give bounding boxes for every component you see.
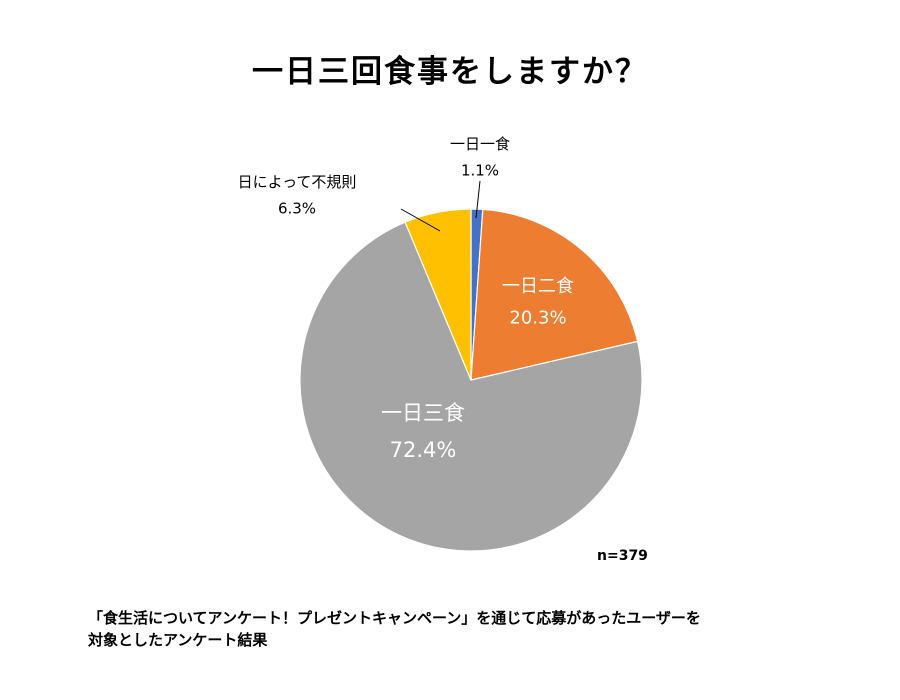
slice-name-slice-4: 日によって不規則 [238,173,357,191]
slice-value-slice-2: 20.3% [509,308,566,329]
sample-size: n=379 [597,548,648,564]
leader-line-slice-1 [475,180,481,219]
survey-note-line-1: 「食生活についてアンケート！プレゼントキャンペーン」を通じて応募があったユーザー… [88,609,701,627]
survey-note: 「食生活についてアンケート！プレゼントキャンペーン」を通じて応募があったユーザー… [88,607,848,651]
slice-value-slice-1: 1.1% [461,161,499,179]
pie-slice-2 [470,208,639,381]
pie-slice-4 [404,208,472,381]
slice-value-slice-3: 72.4% [390,438,457,462]
leader-line-slice-4 [400,208,441,232]
slice-name-slice-2: 一日二食 [502,276,574,297]
pie-slice-3 [299,221,643,552]
slice-name-slice-3: 一日三食 [381,401,465,425]
survey-note-line-2: 対象としたアンケート結果 [88,631,268,649]
slice-name-slice-1: 一日一食 [450,135,510,153]
slice-value-slice-4: 6.3% [278,199,316,217]
chart-title: 一日三回食事をしますか？ [252,54,648,90]
